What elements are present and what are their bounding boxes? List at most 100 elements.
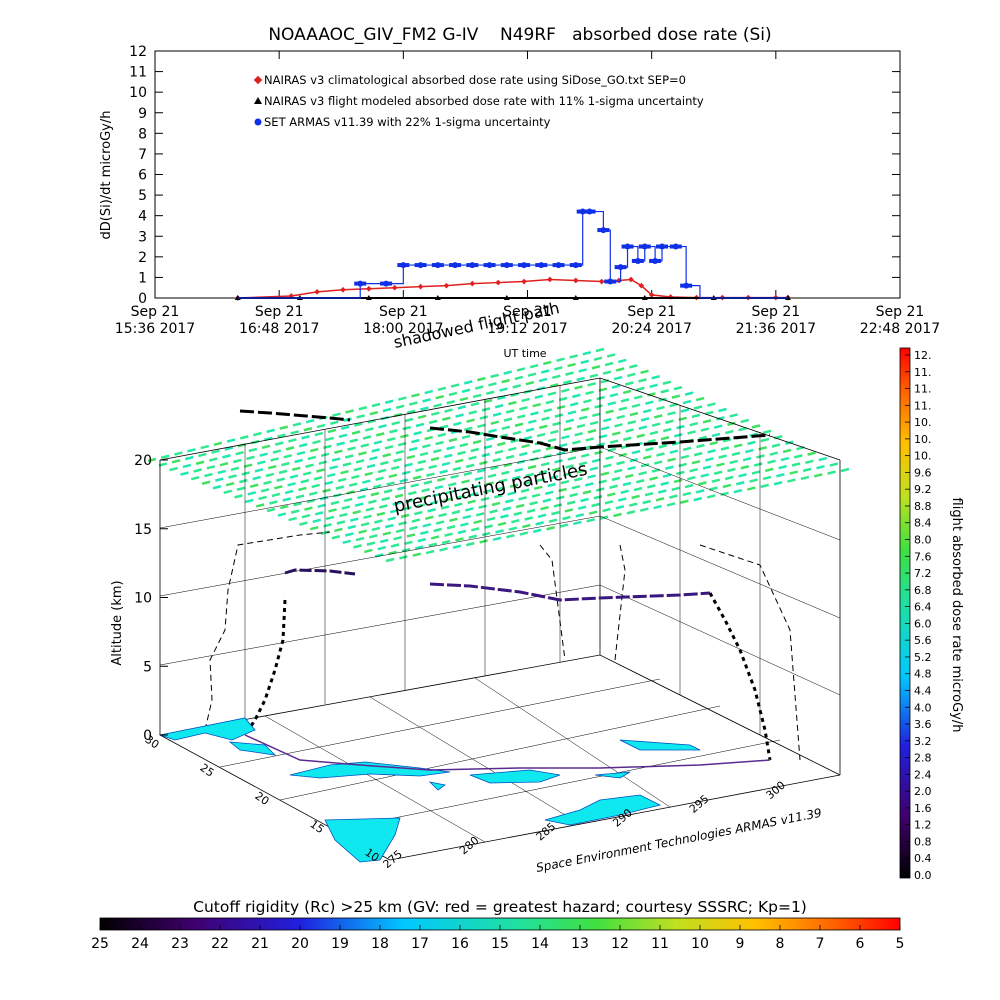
sheet-dash <box>442 416 451 421</box>
sheet-dash <box>483 489 492 494</box>
sheet-dash <box>486 390 495 395</box>
sheet-dash <box>720 446 730 451</box>
sheet-dash <box>724 475 734 481</box>
rigidity-tick-label: 8 <box>776 936 785 952</box>
y-tick-label: 11 <box>129 65 147 81</box>
sheet-dash <box>593 356 603 361</box>
sheet-dash <box>254 468 264 473</box>
sheet-dash <box>474 385 484 390</box>
sheet-dash <box>762 429 772 435</box>
sheet-dash <box>578 415 588 421</box>
sheet-dash <box>481 407 491 412</box>
sheet-dash <box>443 453 453 459</box>
sheet-dash <box>527 372 537 377</box>
sheet-dash <box>434 485 444 490</box>
sheet-dash <box>380 460 389 466</box>
sheet-dash <box>190 475 200 481</box>
sheet-dash <box>266 507 276 513</box>
sheet-dash <box>606 353 616 358</box>
sheet-dash <box>503 370 513 375</box>
sheet-dash <box>343 497 353 503</box>
x-tick-label-date: Sep 21 <box>752 304 801 320</box>
sheet-dash <box>503 417 513 422</box>
sheet-dash <box>534 485 543 491</box>
sheet-dash <box>369 456 378 461</box>
sheet-dash <box>620 398 630 403</box>
sheet-dash <box>554 366 563 371</box>
sheet-dash <box>452 544 462 549</box>
sheet-dash <box>147 457 157 463</box>
sheet-dash <box>375 432 385 437</box>
sheet-dash <box>226 438 236 443</box>
sheet-dash <box>400 433 409 439</box>
data-point <box>572 262 579 269</box>
sheet-dash <box>505 454 515 460</box>
sheet-dash <box>576 423 586 429</box>
data-point <box>503 262 510 269</box>
sheet-dash <box>639 507 649 512</box>
sheet-dash <box>738 427 747 432</box>
sheet-dash <box>360 522 370 527</box>
sheet-dash <box>184 455 194 461</box>
sheet-dash <box>576 376 585 382</box>
sheet-dash <box>425 549 435 555</box>
sheet-dash <box>305 463 314 468</box>
sheet-dash <box>428 464 437 470</box>
sheet-dash <box>530 411 539 416</box>
sheet-dash <box>417 459 427 465</box>
sheet-dash <box>495 529 504 534</box>
sheet-dash <box>521 523 531 529</box>
sheet-dash <box>536 477 545 483</box>
sheet-dash <box>347 446 356 451</box>
sheet-dash <box>466 418 475 423</box>
sheet-dash <box>789 470 799 475</box>
sheet-dash <box>738 473 747 478</box>
x-tick-label-date: Sep 21 <box>876 304 925 320</box>
sheet-dash <box>747 486 756 491</box>
sheet-dash <box>293 501 302 507</box>
sheet-dash <box>607 401 617 406</box>
sheet-dash <box>550 429 559 435</box>
sheet-dash <box>397 486 406 491</box>
rigidity-colorbar-label: Cutoff rigidity (Rc) >25 km (GV: red = g… <box>193 898 807 916</box>
sheet-dash <box>499 433 508 439</box>
y-tick-label: 0 <box>138 291 147 307</box>
sheet-dash <box>591 502 600 508</box>
sheet-dash <box>733 443 743 448</box>
sheet-dash <box>349 438 359 443</box>
sheet-dash <box>412 552 422 557</box>
y-tick-label: 12 <box>129 44 147 60</box>
sheet-dash <box>449 517 458 522</box>
sheet-dash <box>399 555 408 560</box>
sheet-dash <box>562 515 571 521</box>
sheet-dash <box>287 482 296 487</box>
sheet-dash <box>565 371 574 376</box>
chart-title: NOAAAOC_GIV_FM2 G-IV N49RF absorbed dose… <box>268 25 771 45</box>
sheet-dash <box>609 392 619 398</box>
sheet-dash <box>290 430 299 435</box>
sheet-dash <box>491 501 501 507</box>
sheet-dash <box>673 478 683 484</box>
series-line <box>237 210 788 299</box>
sheet-dash <box>604 361 614 367</box>
sheet-dash <box>270 457 279 462</box>
flight-path-top <box>239 409 771 452</box>
sheet-dash <box>448 391 458 397</box>
sheet-dash <box>467 499 476 505</box>
y-tick-label: 1 <box>138 270 147 286</box>
sheet-dash <box>260 488 270 493</box>
sheet-dash <box>329 465 338 470</box>
sheet-dash <box>481 452 491 458</box>
z-tick-label: 20 <box>134 453 152 469</box>
sheet-dash <box>629 411 639 417</box>
sheet-dash <box>277 512 287 517</box>
sheet-dash <box>423 480 433 485</box>
sheet-dash <box>435 440 444 446</box>
rigidity-tick-label: 7 <box>816 936 825 952</box>
sheet-dash <box>413 430 422 436</box>
sheet-dash <box>457 450 466 456</box>
sheet-dash <box>314 431 324 437</box>
sheet-dash <box>337 477 347 483</box>
sheet-dash <box>716 462 725 467</box>
sheet-dash <box>624 381 634 386</box>
